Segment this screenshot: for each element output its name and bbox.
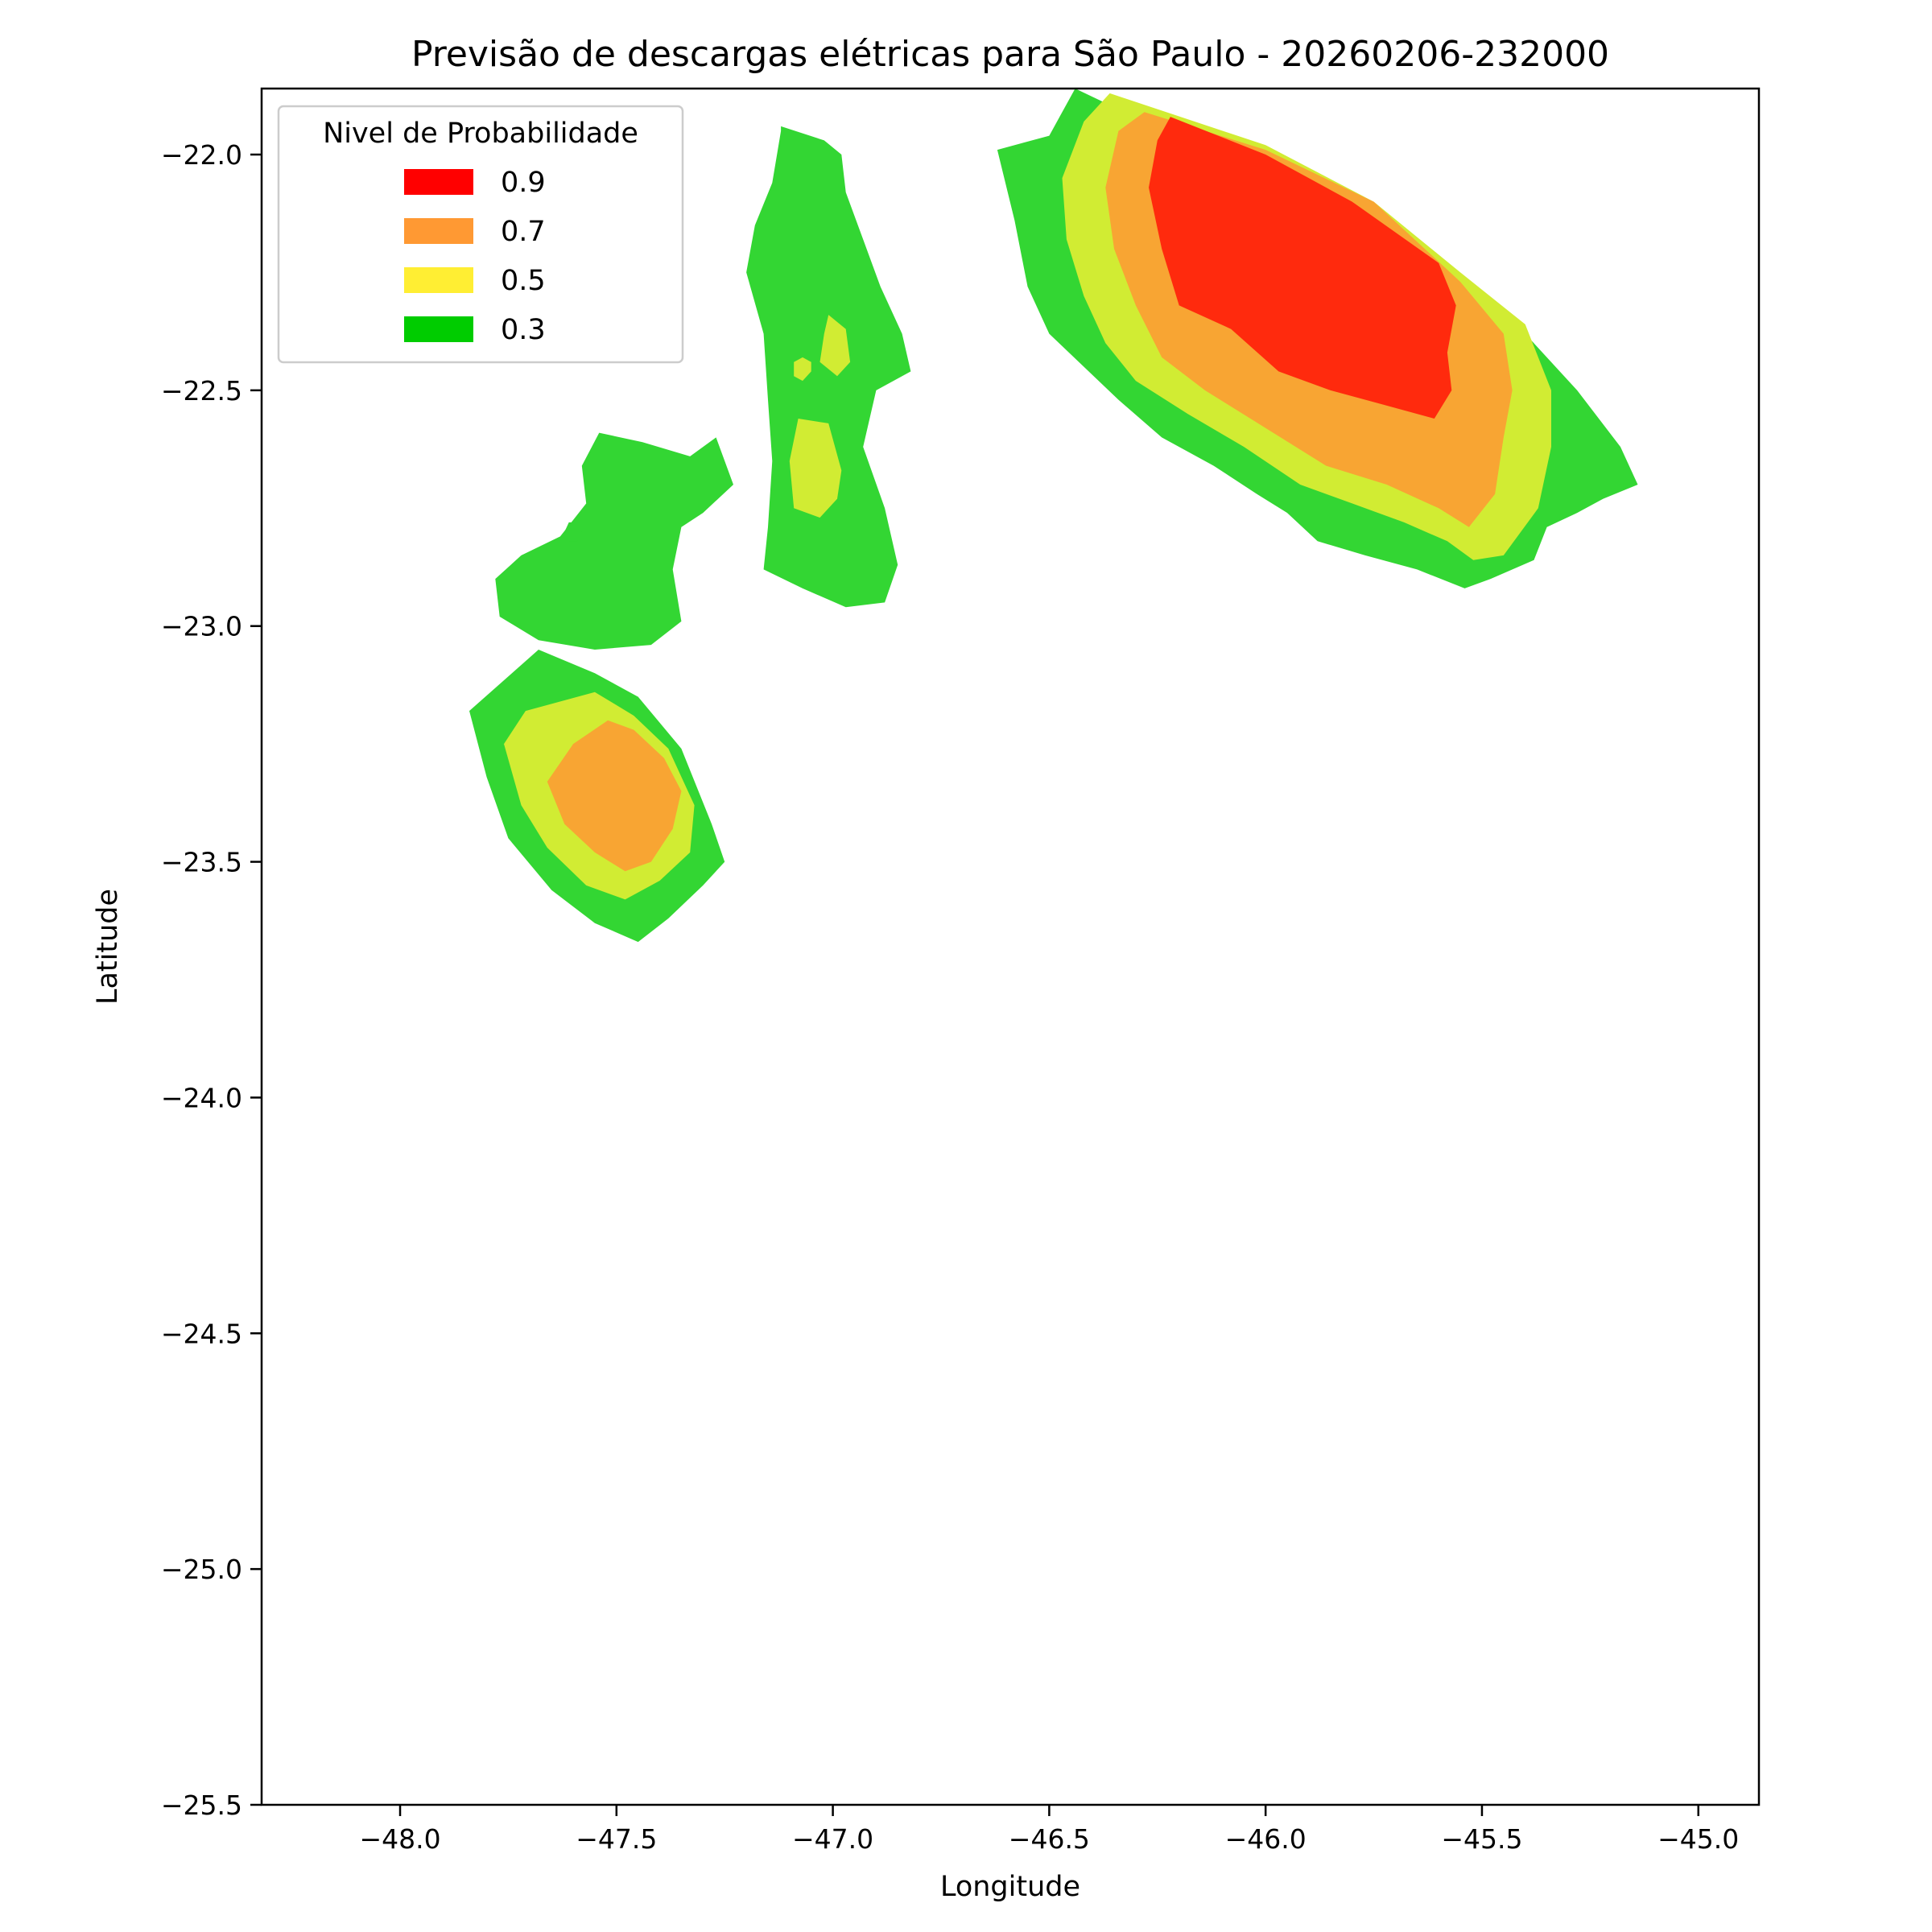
legend-box [277, 105, 684, 364]
y-axis-ticks: −22.0 −22.5 −23.0 −23.5 −24.0 −24.5 −25.0 −25.5 [161, 139, 262, 1821]
legend: Nivel de Probabilidade 0.9 0.7 0.5 0.3 [277, 105, 684, 364]
legend-label-0-3: 0.3 [501, 314, 546, 346]
legend-label-0-5: 0.5 [501, 265, 546, 297]
y-tick-label: −22.5 [161, 375, 242, 407]
x-tick-label: −46.5 [1009, 1823, 1090, 1855]
contour-region-0-7-12 [547, 720, 682, 872]
y-tick-label: −24.0 [161, 1082, 242, 1113]
contour-region-0-5-6 [819, 315, 851, 377]
legend-swatch-0-3 [404, 316, 473, 342]
chart-title: Previsão de descargas elétricas para São… [411, 34, 1609, 75]
x-tick-label: −45.5 [1441, 1823, 1522, 1855]
contour-region-0-5-7 [794, 357, 811, 382]
contour-region-0-9-3 [1149, 117, 1456, 419]
contour-region-0-3-9 [564, 522, 582, 542]
y-tick-label: −23.5 [161, 847, 242, 878]
x-tick-label: −47.0 [792, 1823, 873, 1855]
legend-swatch-0-7 [404, 218, 473, 244]
y-tick-label: −22.0 [161, 139, 242, 171]
y-tick-label: −25.0 [161, 1554, 242, 1585]
legend-swatch-0-5 [404, 267, 473, 293]
legend-label-0-9: 0.9 [501, 167, 546, 199]
contour-region-0-5-5 [789, 419, 842, 518]
plot-area-frame [260, 87, 1761, 1806]
y-tick-label: −25.5 [161, 1790, 242, 1821]
probability-regions [469, 89, 1638, 943]
legend-label-0-7: 0.7 [501, 216, 546, 248]
y-tick-label: −23.0 [161, 611, 242, 642]
x-axis-label: Longitude [940, 1871, 1080, 1903]
contour-region-0-3-8 [495, 432, 733, 650]
x-axis-ticks: −48.0 −47.5 −47.0 −46.5 −46.0 −45.5 −45.0 [359, 1805, 1739, 1855]
x-tick-label: −46.0 [1225, 1823, 1307, 1855]
x-tick-label: −48.0 [359, 1823, 440, 1855]
legend-title: Nivel de Probabilidade [323, 118, 638, 150]
legend-swatch-0-9 [404, 169, 473, 195]
y-axis-label: Latitude [92, 889, 124, 1005]
x-tick-label: −47.5 [576, 1823, 657, 1855]
y-tick-label: −24.5 [161, 1318, 242, 1349]
x-tick-label: −45.0 [1657, 1823, 1739, 1855]
